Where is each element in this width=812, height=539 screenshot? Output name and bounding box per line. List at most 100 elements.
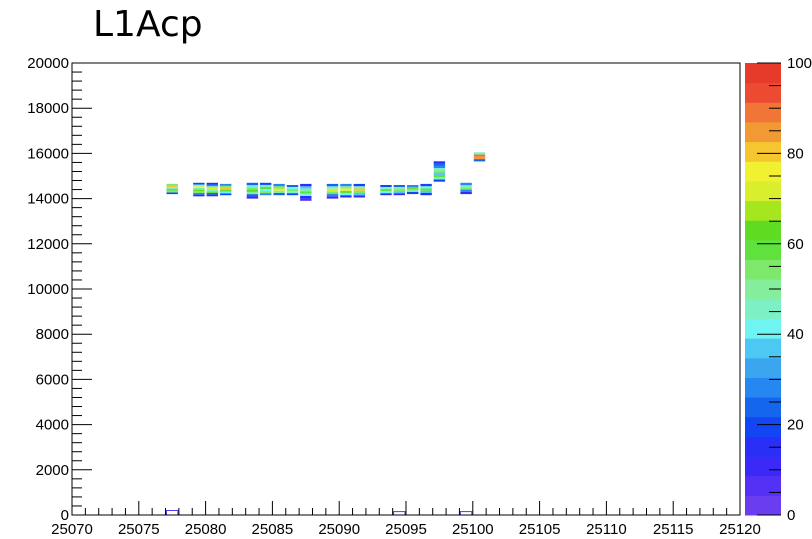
- palette-swatch: [745, 377, 781, 398]
- heatmap-cell: [433, 174, 446, 178]
- x-tick-label: 25080: [185, 521, 227, 538]
- x-tick-label: 25075: [118, 521, 160, 538]
- z-tick-label: 0: [787, 507, 795, 524]
- heatmap-cell: [246, 185, 259, 188]
- heatmap-cell: [246, 191, 259, 195]
- z-tick-label: 40: [787, 326, 804, 343]
- palette-swatch: [745, 63, 781, 84]
- heatmap-cell: [340, 192, 352, 196]
- heatmap-cell: [246, 187, 259, 190]
- heatmap-cell: [420, 186, 432, 189]
- y-tick-label: 12000: [27, 236, 69, 253]
- heatmap-cell: [460, 189, 472, 192]
- palette-swatch: [745, 259, 781, 280]
- palette-swatch: [745, 141, 781, 162]
- heatmap-cell: [433, 163, 446, 166]
- heatmap-cell: [407, 185, 419, 188]
- heatmap-cell: [273, 192, 285, 196]
- heatmap-cell: [206, 189, 218, 192]
- y-tick-label: 14000: [27, 191, 69, 208]
- heatmap-cell: [193, 191, 205, 193]
- heatmap-cell: [326, 186, 339, 189]
- heatmap-cell: [166, 185, 178, 188]
- palette-swatch: [745, 456, 781, 477]
- heatmap-cell: [260, 191, 272, 194]
- heatmap-cell: [380, 187, 392, 190]
- heatmap-cell: [407, 187, 419, 190]
- heatmap-cell: [326, 191, 339, 194]
- y-axis: 0 2000 4000 6000 8000 10000 12000 14000 16000 180…: [27, 55, 92, 524]
- heatmap-cell: [353, 183, 365, 187]
- x-axis: 25070 25075 25080 25085 25090 25095 25100 25105…: [51, 501, 761, 538]
- heatmap-cell: [206, 184, 218, 187]
- heatmap-cell: [286, 189, 299, 192]
- x-tick-label: 25070: [51, 521, 93, 538]
- y-tick-label: 6000: [36, 371, 69, 388]
- palette-swatch: [745, 357, 781, 378]
- y-tick-label: 18000: [27, 100, 69, 117]
- z-tick-label: 100: [787, 55, 812, 72]
- heatmap-cell: [393, 189, 405, 192]
- heatmap-cell: [286, 185, 299, 187]
- heatmap-cell: [206, 186, 218, 188]
- heatmap-cell: [473, 154, 486, 157]
- heatmap-cell: [193, 187, 205, 190]
- heatmap-cell: [193, 194, 205, 197]
- palette-swatch: [745, 298, 781, 319]
- heatmap-cell: [407, 189, 419, 192]
- heatmap-cell: [260, 186, 272, 189]
- heatmap-cell: [260, 189, 272, 192]
- heatmap-cell: [246, 182, 259, 186]
- heatmap-cell: [166, 187, 178, 189]
- palette-swatch: [745, 82, 781, 103]
- heatmap-cell: [246, 189, 259, 192]
- x-tick-label: 25100: [452, 521, 494, 538]
- y-tick-label: 16000: [27, 145, 69, 162]
- x-tick-label: 25120: [719, 521, 761, 538]
- heatmap-cell: [340, 186, 352, 189]
- heatmap-cell: [420, 192, 432, 196]
- heatmap-cell: [433, 172, 446, 175]
- heatmap-cell: [246, 196, 259, 199]
- heatmap-cell: [459, 511, 473, 516]
- y-tick-label: 4000: [36, 417, 69, 434]
- heatmap-cell: [393, 185, 405, 187]
- heatmap-cell: [300, 183, 312, 187]
- x-tick-label: 25085: [252, 521, 294, 538]
- heatmap-cell: [206, 194, 218, 197]
- palette-swatch: [745, 121, 781, 143]
- heatmap-cell: [353, 195, 365, 198]
- heatmap-cell: [166, 183, 178, 186]
- heatmap-cell: [260, 193, 272, 196]
- heatmap-cell: [300, 191, 312, 194]
- y-tick-label: 10000: [27, 281, 69, 298]
- heatmap-cell: [353, 190, 365, 193]
- palette-swatch: [745, 239, 781, 261]
- heatmap-cell: [433, 177, 446, 180]
- heatmap-cell: [220, 183, 232, 186]
- heatmap-cell: [420, 188, 432, 191]
- heatmap-cell: [393, 511, 406, 516]
- y-tick-label: 8000: [36, 326, 69, 343]
- palette-swatch: [745, 279, 781, 300]
- heatmap-cell: [340, 190, 352, 193]
- heatmap-cell: [220, 185, 232, 188]
- heatmap-cell: [300, 193, 312, 196]
- heatmap-cell: [300, 186, 312, 189]
- heatmap-cell: [340, 195, 352, 198]
- heatmap-cell: [286, 187, 299, 190]
- heatmap-cell: [260, 184, 272, 187]
- chart-title: L1Acp: [93, 4, 203, 45]
- heatmap-cell: [166, 192, 178, 195]
- heatmap-cell: [300, 188, 312, 192]
- heatmap-cell: [193, 184, 205, 187]
- heatmap-cell: [380, 189, 392, 192]
- heatmap-cell: [326, 193, 339, 197]
- heatmap-cell: [433, 168, 446, 171]
- heatmap-cell: [420, 190, 432, 193]
- heatmap-cell: [166, 189, 178, 191]
- x-tick-label: 25095: [385, 521, 427, 538]
- x-tick-label: 25115: [653, 521, 694, 538]
- heatmap-cell: [353, 186, 365, 189]
